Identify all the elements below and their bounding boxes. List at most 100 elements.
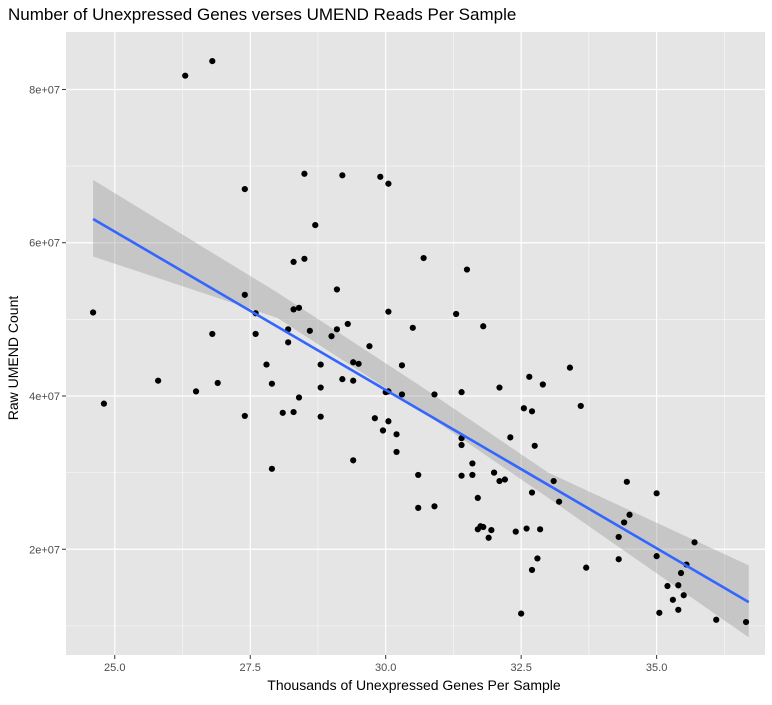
data-point [566, 364, 574, 371]
data-point [528, 408, 536, 415]
data-point [458, 389, 465, 396]
y-axis: 2e+07 4e+07 6e+07 8e+07 [29, 84, 66, 556]
data-point [393, 448, 400, 456]
data-point [490, 469, 498, 476]
data-point [350, 377, 357, 384]
data-point [290, 306, 297, 313]
regression-line-layer [92, 217, 750, 604]
data-point [306, 327, 313, 334]
data-point [285, 339, 292, 346]
data-point [385, 308, 392, 315]
data-point [192, 388, 200, 395]
data-point [431, 503, 438, 510]
data-point [301, 255, 308, 262]
data-point [350, 457, 357, 464]
data-point [512, 528, 519, 535]
y-tick-label: 4e+07 [29, 391, 60, 403]
data-point [675, 582, 682, 589]
chart-title: Number of Unexpressed Genes verses UMEND… [8, 5, 516, 24]
x-tick-label: 27.5 [240, 662, 261, 674]
data-point [268, 465, 276, 472]
data-point [488, 526, 495, 534]
data-point [458, 472, 465, 479]
data-point [241, 291, 248, 298]
data-points [89, 58, 750, 626]
data-point [626, 511, 633, 518]
data-point [333, 286, 341, 293]
data-point [279, 409, 286, 416]
data-point [415, 504, 422, 511]
data-point [653, 553, 660, 560]
data-point [252, 330, 259, 338]
x-tick-label: 35.0 [646, 662, 667, 674]
x-tick-label: 32.5 [510, 662, 531, 674]
data-point [182, 72, 189, 79]
data-point [485, 534, 492, 541]
x-tick-label: 25.0 [104, 662, 125, 674]
data-point [621, 519, 628, 526]
data-point [669, 596, 676, 603]
data-point [653, 490, 660, 497]
data-point [623, 478, 630, 485]
data-point [550, 477, 557, 485]
data-point [469, 460, 476, 467]
data-point [526, 373, 533, 380]
y-tick-label: 8e+07 [29, 84, 60, 96]
data-point [290, 408, 297, 416]
data-point [393, 431, 400, 438]
data-point [583, 564, 590, 571]
x-tick-label: 30.0 [375, 662, 396, 674]
data-point [463, 266, 471, 273]
data-point [317, 413, 324, 420]
data-point [518, 610, 525, 617]
confidence-band [93, 179, 749, 638]
x-axis-title: Thousands of Unexpressed Genes Per Sampl… [267, 677, 561, 693]
data-point [480, 523, 487, 531]
data-point [385, 418, 392, 425]
data-point [398, 391, 406, 398]
regression-line [92, 217, 750, 604]
data-point [458, 441, 465, 449]
data-point [209, 58, 216, 65]
data-point [534, 555, 541, 562]
gridlines [66, 32, 765, 655]
y-tick-label: 2e+07 [29, 544, 60, 556]
data-point [268, 380, 276, 387]
data-point [539, 381, 546, 388]
data-point [531, 442, 538, 449]
data-point [350, 359, 357, 366]
data-point [398, 362, 406, 369]
data-point [713, 616, 720, 623]
data-point [371, 415, 378, 422]
data-point [317, 384, 324, 391]
data-point [317, 361, 324, 368]
data-point [520, 405, 527, 412]
data-point [214, 379, 221, 387]
data-point [241, 185, 248, 193]
data-point [615, 533, 622, 541]
data-point [677, 569, 685, 577]
data-point [420, 254, 427, 262]
data-point [577, 402, 584, 410]
data-point [555, 498, 563, 505]
data-point [415, 471, 422, 479]
data-point [89, 309, 97, 316]
data-point [355, 360, 362, 367]
data-point [528, 489, 536, 496]
data-point [480, 323, 487, 330]
data-point [523, 525, 530, 532]
data-point [431, 391, 438, 398]
data-point [339, 376, 346, 383]
data-point [469, 471, 476, 479]
data-point [453, 310, 460, 318]
data-point [290, 258, 297, 265]
data-point [241, 412, 248, 420]
y-tick-label: 6e+07 [29, 238, 60, 250]
data-point [615, 556, 622, 563]
data-point [366, 343, 373, 350]
data-point [263, 361, 270, 368]
data-point [295, 304, 303, 311]
data-point [409, 324, 416, 331]
y-axis-title: Raw UMEND Count [5, 296, 21, 421]
